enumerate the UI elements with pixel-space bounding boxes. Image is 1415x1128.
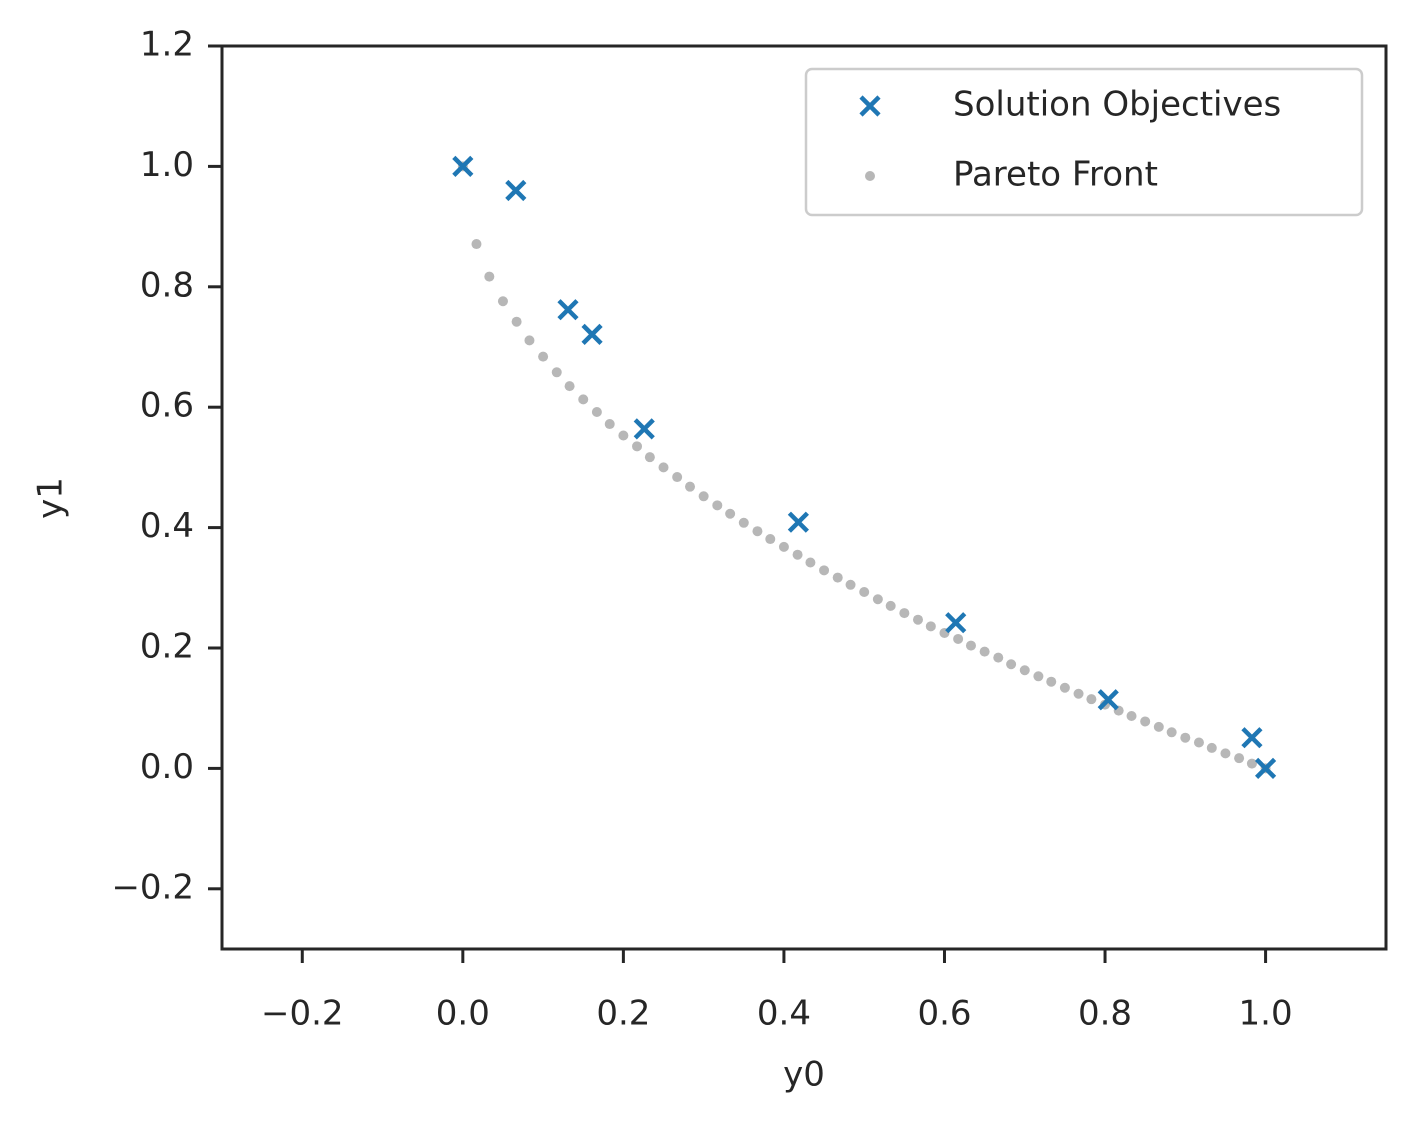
point bbox=[452, 155, 474, 177]
point bbox=[604, 419, 615, 430]
point bbox=[505, 179, 527, 202]
point bbox=[524, 335, 535, 346]
point bbox=[872, 594, 883, 605]
point bbox=[633, 418, 655, 440]
point bbox=[752, 526, 763, 537]
legend-box bbox=[804, 67, 1364, 217]
point bbox=[845, 579, 856, 590]
point bbox=[965, 640, 976, 651]
point bbox=[1059, 682, 1070, 693]
legend-label: Pareto Front bbox=[953, 155, 1158, 195]
point bbox=[953, 633, 964, 644]
point bbox=[1097, 689, 1119, 711]
point bbox=[778, 541, 789, 552]
point bbox=[1180, 732, 1191, 743]
point bbox=[1193, 737, 1204, 748]
point bbox=[979, 646, 990, 657]
y-tick-label: 0.8 bbox=[140, 265, 194, 305]
x-tick-label: 0.2 bbox=[596, 994, 650, 1034]
point bbox=[658, 462, 669, 473]
point bbox=[1086, 694, 1097, 705]
y-axis-label: y1 bbox=[31, 477, 71, 519]
y-tick-label: −0.2 bbox=[111, 867, 194, 907]
plot-frame bbox=[220, 44, 1388, 951]
point bbox=[1153, 721, 1164, 732]
legend-marker bbox=[859, 95, 881, 117]
point bbox=[738, 517, 749, 528]
y-tick-label: 0.0 bbox=[140, 747, 194, 787]
point bbox=[564, 381, 575, 392]
point bbox=[578, 394, 589, 405]
point bbox=[632, 441, 643, 452]
point bbox=[1241, 727, 1263, 749]
point bbox=[945, 612, 967, 634]
point bbox=[1073, 688, 1084, 699]
point bbox=[672, 472, 683, 483]
point bbox=[899, 608, 910, 619]
point bbox=[1166, 727, 1177, 738]
point bbox=[1140, 716, 1151, 727]
point bbox=[1019, 665, 1030, 676]
point bbox=[712, 500, 723, 511]
point bbox=[1234, 753, 1245, 764]
point bbox=[1126, 711, 1137, 722]
point bbox=[484, 271, 495, 282]
point bbox=[511, 316, 522, 327]
point bbox=[1206, 742, 1217, 753]
point bbox=[885, 600, 896, 611]
point bbox=[1254, 757, 1277, 779]
point bbox=[925, 621, 936, 632]
point bbox=[1046, 676, 1057, 687]
point bbox=[765, 534, 776, 545]
legend-label: Solution Objectives bbox=[953, 85, 1281, 125]
y-tick-label: 1.2 bbox=[140, 25, 194, 65]
point bbox=[1246, 758, 1257, 769]
y-tick-label: 1.0 bbox=[140, 145, 194, 185]
point bbox=[912, 614, 923, 625]
x-tick-label: −0.2 bbox=[261, 994, 344, 1034]
legend-marker bbox=[865, 171, 875, 181]
point bbox=[685, 481, 696, 492]
point bbox=[1033, 671, 1044, 682]
point bbox=[538, 351, 549, 362]
point bbox=[792, 549, 803, 560]
y-tick-label: 0.4 bbox=[140, 506, 194, 546]
point bbox=[471, 239, 482, 250]
point bbox=[581, 323, 603, 345]
point bbox=[805, 557, 816, 568]
point bbox=[725, 508, 736, 519]
point bbox=[551, 367, 562, 378]
point bbox=[1220, 748, 1231, 759]
x-tick-label: 0.6 bbox=[917, 994, 971, 1034]
point bbox=[698, 491, 709, 502]
y-tick-label: 0.6 bbox=[140, 386, 194, 426]
point bbox=[819, 565, 830, 576]
point bbox=[591, 407, 602, 418]
point bbox=[618, 430, 629, 441]
x-tick-label: 0.8 bbox=[1078, 994, 1132, 1034]
x-tick-label: 0.4 bbox=[757, 994, 811, 1034]
x-tick-label: 1.0 bbox=[1239, 994, 1293, 1034]
point bbox=[993, 652, 1004, 663]
point bbox=[1006, 659, 1017, 670]
point bbox=[644, 452, 655, 463]
point bbox=[497, 296, 508, 307]
point bbox=[859, 587, 870, 598]
point bbox=[832, 572, 843, 583]
y-tick-label: 0.2 bbox=[140, 627, 194, 667]
point bbox=[557, 299, 579, 321]
point bbox=[787, 511, 809, 533]
x-axis-label: y0 bbox=[783, 1055, 825, 1095]
x-tick-label: 0.0 bbox=[436, 994, 490, 1034]
